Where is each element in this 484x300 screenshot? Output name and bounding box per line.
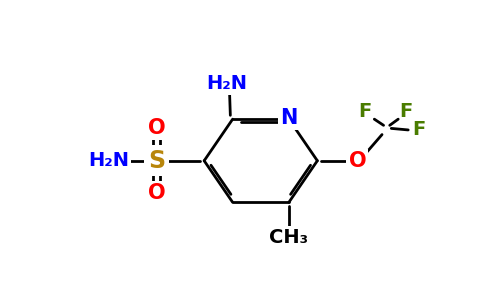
Text: F: F — [359, 102, 372, 121]
Text: O: O — [348, 151, 366, 171]
Text: CH₃: CH₃ — [270, 228, 308, 247]
Text: O: O — [148, 183, 165, 203]
Text: S: S — [148, 149, 165, 173]
Text: H₂N: H₂N — [206, 74, 247, 93]
Text: F: F — [399, 102, 412, 121]
Text: H₂N: H₂N — [88, 151, 129, 170]
Text: F: F — [412, 120, 425, 140]
Text: N: N — [280, 108, 298, 128]
Text: O: O — [148, 118, 165, 138]
